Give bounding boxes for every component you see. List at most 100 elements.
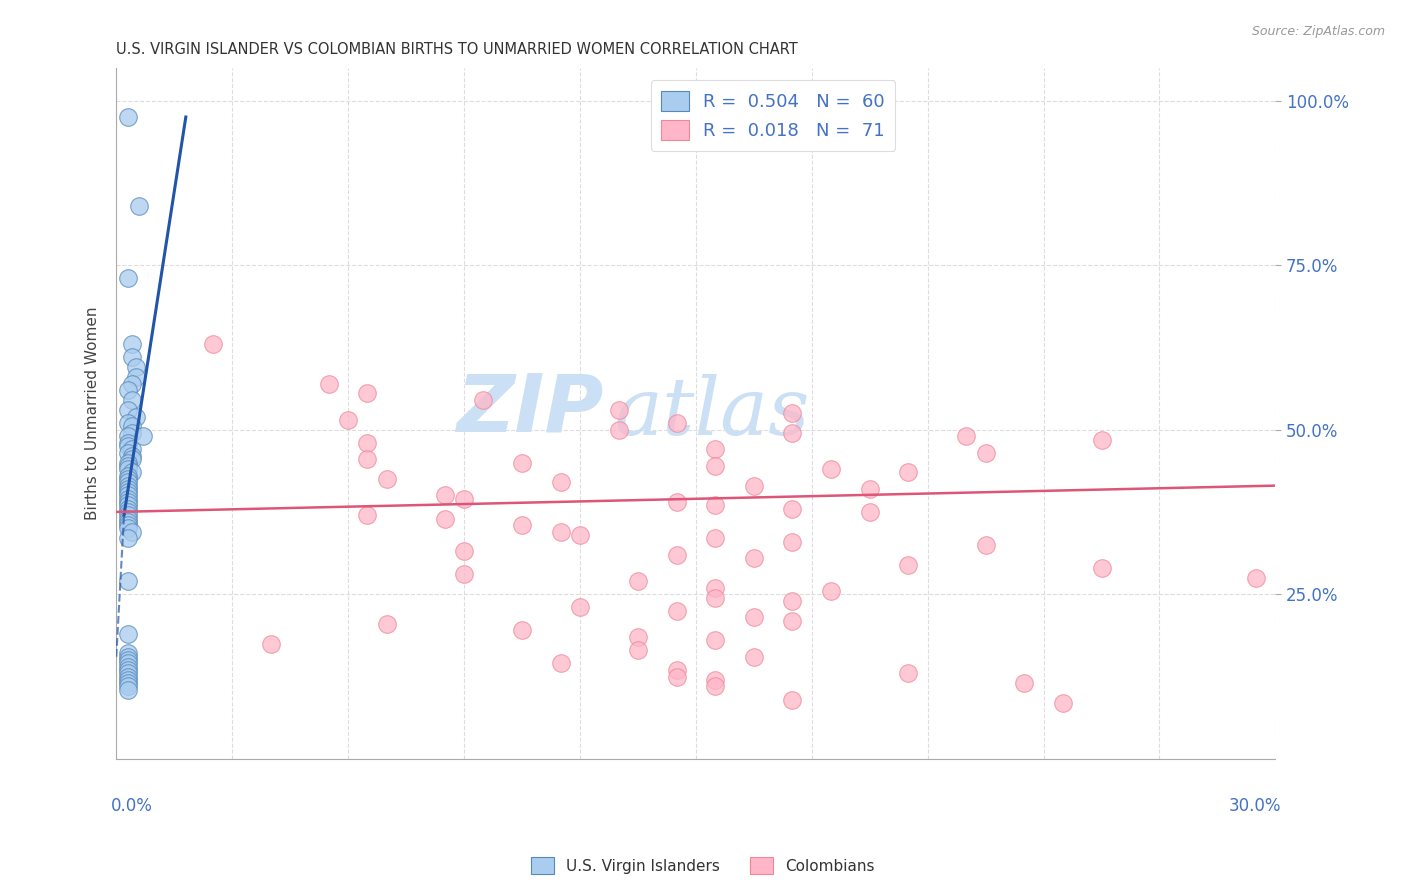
Point [121,449,143,463]
Point [510,624,533,638]
Point [742,610,765,624]
Point [117,666,139,681]
Point [607,423,630,437]
Point [510,518,533,533]
Point [124,370,146,384]
Point [117,676,139,690]
Point [356,435,378,450]
Point [117,574,139,588]
Point [117,508,139,523]
Point [117,673,139,687]
Point [117,499,139,513]
Point [117,515,139,529]
Point [375,616,398,631]
Point [974,446,997,460]
Point [627,643,650,657]
Point [742,478,765,492]
Legend: U.S. Virgin Islanders, Colombians: U.S. Virgin Islanders, Colombians [524,851,882,880]
Point [117,495,139,509]
Point [704,442,727,457]
Point [375,472,398,486]
Point [117,626,139,640]
Point [124,409,146,424]
Point [117,271,139,285]
Point [453,491,475,506]
Point [568,600,591,615]
Point [117,456,139,470]
Legend: R =  0.504   N =  60, R =  0.018   N =  71: R = 0.504 N = 60, R = 0.018 N = 71 [651,80,896,151]
Point [897,666,920,681]
Point [665,548,688,562]
Point [117,439,139,453]
Point [117,458,139,473]
Point [117,416,139,430]
Point [117,531,139,545]
Point [704,633,727,648]
Point [820,462,842,476]
Point [897,558,920,572]
Point [117,501,139,516]
Point [453,544,475,558]
Point [356,508,378,523]
Point [121,425,143,440]
Point [117,647,139,661]
Point [117,485,139,500]
Point [897,466,920,480]
Point [607,403,630,417]
Point [121,452,143,467]
Point [117,521,139,535]
Point [704,673,727,687]
Point [318,376,340,391]
Point [124,360,146,375]
Point [117,472,139,486]
Point [1090,433,1112,447]
Point [704,591,727,605]
Point [704,499,727,513]
Point [117,669,139,683]
Point [132,429,155,443]
Point [117,482,139,496]
Point [121,351,143,365]
Point [117,682,139,697]
Point [742,551,765,566]
Point [117,491,139,506]
Point [117,429,139,443]
Point [128,199,150,213]
Point [121,376,143,391]
Point [117,663,139,677]
Point [117,446,139,460]
Text: 0.0%: 0.0% [111,797,152,814]
Point [782,534,804,549]
Point [550,657,572,671]
Point [665,416,688,430]
Point [121,337,143,351]
Point [453,567,475,582]
Point [704,531,727,545]
Text: 30.0%: 30.0% [1229,797,1281,814]
Point [121,524,143,539]
Point [433,488,456,502]
Point [550,475,572,490]
Point [121,442,143,457]
Point [782,501,804,516]
Point [627,630,650,644]
Point [955,429,977,443]
Point [117,468,139,483]
Point [782,692,804,706]
Point [1244,571,1267,585]
Point [356,386,378,401]
Point [550,524,572,539]
Point [117,383,139,397]
Point [117,649,139,664]
Point [782,425,804,440]
Point [337,413,360,427]
Point [742,649,765,664]
Point [820,583,842,598]
Point [1052,696,1074,710]
Point [201,337,224,351]
Point [433,511,456,525]
Text: atlas: atlas [614,375,810,452]
Point [782,594,804,608]
Point [117,403,139,417]
Point [121,466,143,480]
